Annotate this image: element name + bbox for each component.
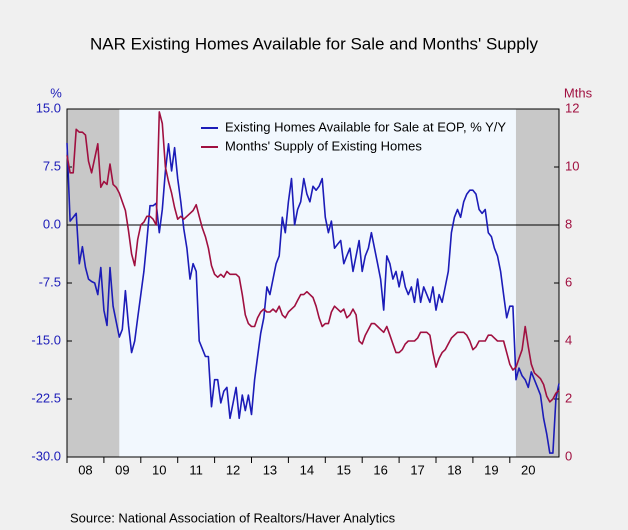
y2-tick-label: 0 <box>565 448 572 463</box>
x-tick-label: 13 <box>263 462 277 477</box>
x-tick-label: 11 <box>189 462 203 477</box>
y2-tick-label: 2 <box>565 390 572 405</box>
source-note: Source: National Association of Realtors… <box>70 510 396 525</box>
y-tick-label: -22.5 <box>31 390 61 405</box>
y-tick-label: 0.0 <box>43 216 61 231</box>
y-tick-label: -7.5 <box>39 274 61 289</box>
series-line <box>66 111 560 403</box>
x-tick-label: 14 <box>300 462 314 477</box>
plot-area <box>67 109 559 457</box>
x-tick-label: 17 <box>410 462 424 477</box>
y-tick-label: 15.0 <box>36 100 61 115</box>
y2-tick-label: 8 <box>565 216 572 231</box>
x-tick-label: 09 <box>115 462 129 477</box>
x-tick-label: 15 <box>337 462 351 477</box>
x-tick-label: 19 <box>484 462 498 477</box>
y2-axis-label: Mths <box>564 85 593 100</box>
y2-tick-label: 10 <box>565 158 579 173</box>
x-tick-label: 12 <box>226 462 240 477</box>
y-tick-label: -30.0 <box>31 448 61 463</box>
series-line <box>66 142 560 454</box>
legend-label: Months' Supply of Existing Homes <box>225 138 422 153</box>
recession-shade <box>515 109 559 457</box>
x-tick-label: 10 <box>152 462 166 477</box>
y-tick-label: -15.0 <box>31 332 61 347</box>
x-tick-label: 08 <box>78 462 92 477</box>
chart-title: NAR Existing Homes Available for Sale an… <box>90 34 538 53</box>
x-tick-label: 20 <box>521 462 535 477</box>
y-tick-label: 7.5 <box>43 158 61 173</box>
y2-tick-label: 6 <box>565 274 572 289</box>
y-axis-label: % <box>50 85 62 100</box>
x-tick-label: 16 <box>373 462 387 477</box>
y2-tick-label: 4 <box>565 332 572 347</box>
x-tick-label: 18 <box>447 462 461 477</box>
y2-tick-label: 12 <box>565 100 579 115</box>
legend-label: Existing Homes Available for Sale at EOP… <box>225 119 506 134</box>
